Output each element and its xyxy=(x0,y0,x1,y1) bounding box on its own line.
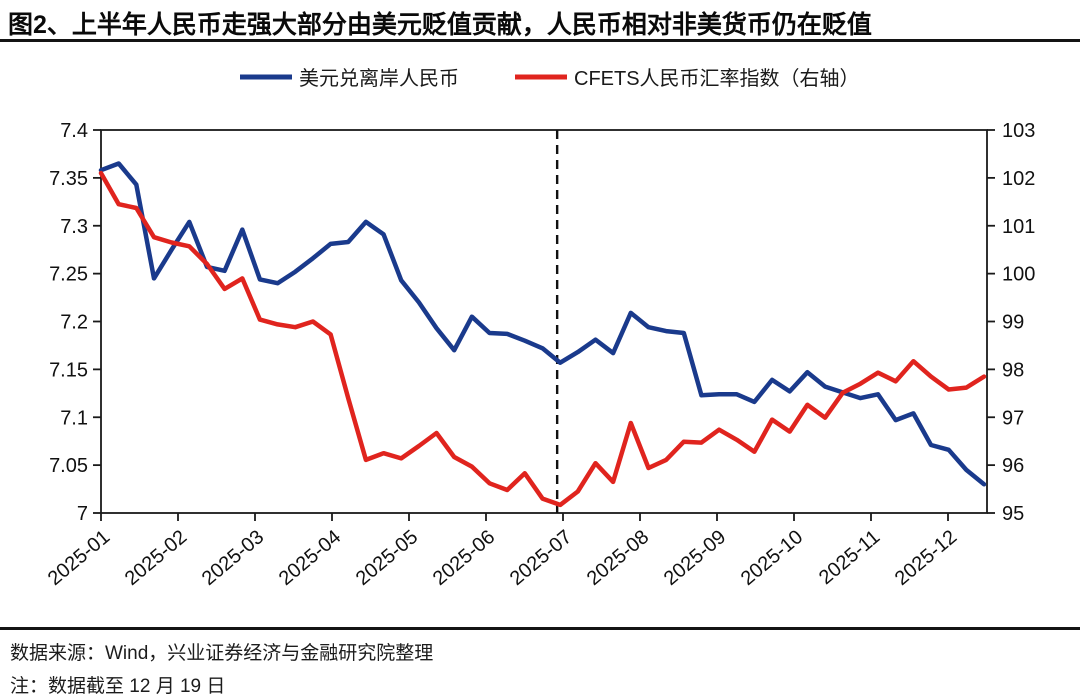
usdcnh-series-line xyxy=(98,161,987,487)
left-axis-tick-label: 7.25 xyxy=(49,264,88,286)
right-axis-tick-label: 95 xyxy=(1002,503,1024,525)
x-axis-tick-label: 2025-03 xyxy=(198,526,268,590)
left-axis-tick-label: 7.2 xyxy=(60,312,88,334)
right-axis: 95 96 97 98 99 100 101 102 103 xyxy=(987,120,1035,525)
right-axis-tick-label: 99 xyxy=(1002,312,1024,334)
left-axis-tick-label: 7.35 xyxy=(49,168,88,190)
right-axis-tick-label: 98 xyxy=(1002,359,1024,381)
x-axis-tick-label: 2025-08 xyxy=(583,526,653,590)
right-axis-tick-label: 103 xyxy=(1002,120,1035,142)
left-axis: 7 7.05 7.1 7.15 7.2 7.25 7.3 7.35 7.4 xyxy=(49,120,101,525)
x-axis-tick-label: 2025-02 xyxy=(121,526,191,590)
legend-cfets-label: CFETS人民币汇率指数（右轴） xyxy=(574,67,860,90)
left-axis-tick-label: 7.4 xyxy=(60,120,88,142)
x-axis-tick-label: 2025-10 xyxy=(737,526,807,590)
x-axis-tick-label: 2025-12 xyxy=(891,526,961,590)
figure-title: 图2、上半年人民币走强大部分由美元贬值贡献，人民币相对非美货币仍在贬值 xyxy=(8,11,872,39)
title-separator xyxy=(0,39,1080,42)
data-source-note: 数据来源：Wind，兴业证券经济与金融研究院整理 xyxy=(10,643,434,664)
plot-frame xyxy=(100,129,988,514)
x-axis-tick-label: 2025-09 xyxy=(660,526,730,590)
right-axis-tick-label: 97 xyxy=(1002,407,1024,429)
left-axis-tick-label: 7 xyxy=(77,503,88,525)
left-axis-tick-label: 7.15 xyxy=(49,359,88,381)
x-axis: 2025-01 2025-02 2025-03 2025-04 2025-05 2025-… xyxy=(44,513,961,590)
x-axis-tick-label: 2025-01 xyxy=(44,526,114,590)
legend: 美元兑离岸人民币 CFETS人民币汇率指数（右轴） xyxy=(240,67,860,90)
right-axis-tick-label: 102 xyxy=(1002,168,1035,190)
footer-separator xyxy=(0,627,1080,630)
x-axis-tick-label: 2025-04 xyxy=(275,526,345,590)
x-axis-tick-label: 2025-06 xyxy=(429,526,499,590)
x-axis-tick-label: 2025-05 xyxy=(352,526,422,590)
left-axis-tick-label: 7.05 xyxy=(49,455,88,477)
x-axis-tick-label: 2025-07 xyxy=(506,526,576,590)
legend-usdcnh-label: 美元兑离岸人民币 xyxy=(299,67,459,90)
right-axis-tick-label: 100 xyxy=(1002,264,1035,286)
left-axis-tick-label: 7.1 xyxy=(60,407,88,429)
cfets-index-series-line xyxy=(98,170,987,508)
left-axis-tick-label: 7.3 xyxy=(60,216,88,238)
right-axis-tick-label: 101 xyxy=(1002,216,1035,238)
right-axis-tick-label: 96 xyxy=(1002,455,1024,477)
data-cutoff-note: 注：数据截至 12 月 19 日 xyxy=(10,676,226,697)
x-axis-tick-label: 2025-11 xyxy=(815,526,884,589)
